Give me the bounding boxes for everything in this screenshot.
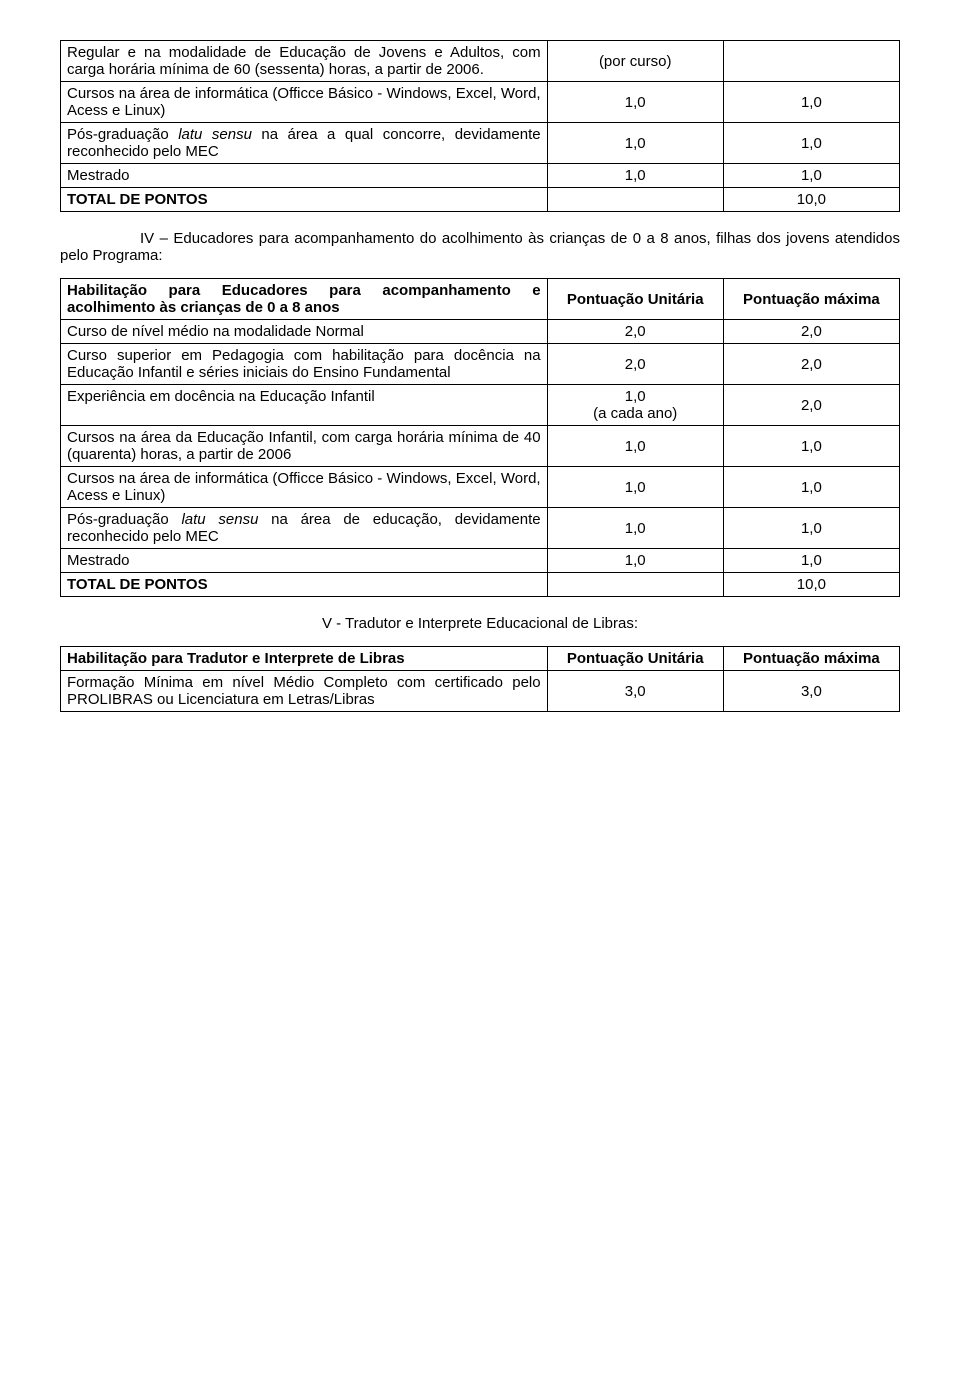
- text-run: Cursos na área de informática (Officce B…: [67, 470, 541, 504]
- table-row: Cursos na área de informática (Officce B…: [61, 467, 900, 508]
- row-points-unit: 3,0: [547, 671, 723, 712]
- row-points-max: 2,0: [723, 344, 899, 385]
- row-points-max: [723, 41, 899, 82]
- table-5-header-col1: Pontuação Unitária: [547, 647, 723, 671]
- table-5-header-row: Habilitação para Tradutor e Interprete d…: [61, 647, 900, 671]
- table-4-header-col1: Pontuação Unitária: [547, 279, 723, 320]
- row-points-unit: 1,0: [547, 549, 723, 573]
- row-points-unit: 2,0: [547, 320, 723, 344]
- row-points-max: 1,0: [723, 549, 899, 573]
- text-run: Curso de nível médio na modalidade Norma…: [67, 323, 364, 340]
- text-run: Mestrado: [67, 167, 130, 184]
- text-run: Formação Mínima em nível Médio Completo …: [67, 674, 541, 708]
- row-points-unit: 1,0: [547, 426, 723, 467]
- table-row: Curso superior em Pedagogia com habilita…: [61, 344, 900, 385]
- row-description: Curso de nível médio na modalidade Norma…: [61, 320, 548, 344]
- table-row: Curso de nível médio na modalidade Norma…: [61, 320, 900, 344]
- row-description: Cursos na área de informática (Officce B…: [61, 467, 548, 508]
- row-points-unit: 1,0 (a cada ano): [547, 385, 723, 426]
- row-points-max: 2,0: [723, 385, 899, 426]
- table-row: TOTAL DE PONTOS 10,0: [61, 573, 900, 597]
- row-description: TOTAL DE PONTOS: [61, 188, 548, 212]
- row-description: Pós-graduação latu sensu na área a qual …: [61, 123, 548, 164]
- text-run: Experiência em docência na Educação Infa…: [67, 388, 375, 405]
- row-points-max: 1,0: [723, 164, 899, 188]
- text-run: latu sensu: [178, 126, 252, 143]
- text-run: Pós-graduação: [67, 126, 178, 143]
- table-row: Cursos na área de informática (Officce B…: [61, 82, 900, 123]
- row-points-max: 1,0: [723, 426, 899, 467]
- row-description: Cursos na área da Educação Infantil, com…: [61, 426, 548, 467]
- row-points-max: 1,0: [723, 508, 899, 549]
- row-description: TOTAL DE PONTOS: [61, 573, 548, 597]
- row-points-max: 3,0: [723, 671, 899, 712]
- table-5-header-col0: Habilitação para Tradutor e Interprete d…: [61, 647, 548, 671]
- table-4-header-col2: Pontuação máxima: [723, 279, 899, 320]
- row-points-unit: (por curso): [547, 41, 723, 82]
- row-points-max: 1,0: [723, 123, 899, 164]
- row-description: Mestrado: [61, 549, 548, 573]
- row-description: Experiência em docência na Educação Infa…: [61, 385, 548, 426]
- table-row: Regular e na modalidade de Educação de J…: [61, 41, 900, 82]
- table-row: Cursos na área da Educação Infantil, com…: [61, 426, 900, 467]
- table-3-body: Regular e na modalidade de Educação de J…: [61, 41, 900, 212]
- table-section-5: Habilitação para Tradutor e Interprete d…: [60, 646, 900, 712]
- section-5-heading: V - Tradutor e Interprete Educacional de…: [60, 615, 900, 632]
- row-points-unit: 1,0: [547, 82, 723, 123]
- section-4-heading: IV – Educadores para acompanhamento do a…: [60, 230, 900, 264]
- text-run: latu sensu: [181, 511, 258, 528]
- text-run: Pós-graduação: [67, 511, 181, 528]
- row-points-unit: 2,0: [547, 344, 723, 385]
- row-points-unit: [547, 188, 723, 212]
- table-5-header-col2: Pontuação máxima: [723, 647, 899, 671]
- table-section-4: Habilitação para Educadores para acompan…: [60, 278, 900, 597]
- table-row: Pós-graduação latu sensu na área de educ…: [61, 508, 900, 549]
- table-row: Mestrado 1,01,0: [61, 549, 900, 573]
- table-4-header-row: Habilitação para Educadores para acompan…: [61, 279, 900, 320]
- row-description: Formação Mínima em nível Médio Completo …: [61, 671, 548, 712]
- row-points-max: 10,0: [723, 573, 899, 597]
- row-description: Curso superior em Pedagogia com habilita…: [61, 344, 548, 385]
- text-run: Mestrado: [67, 552, 130, 569]
- row-points-unit: 1,0: [547, 467, 723, 508]
- table-row: Formação Mínima em nível Médio Completo …: [61, 671, 900, 712]
- table-row: Mestrado 1,01,0: [61, 164, 900, 188]
- row-points-max: 2,0: [723, 320, 899, 344]
- text-run: TOTAL DE PONTOS: [67, 191, 208, 208]
- row-points-unit: 1,0: [547, 508, 723, 549]
- row-description: Mestrado: [61, 164, 548, 188]
- table-section-3: Regular e na modalidade de Educação de J…: [60, 40, 900, 212]
- table-5-body: Formação Mínima em nível Médio Completo …: [61, 671, 900, 712]
- text-run: Curso superior em Pedagogia com habilita…: [67, 347, 541, 381]
- table-row: Experiência em docência na Educação Infa…: [61, 385, 900, 426]
- row-points-unit: 1,0: [547, 123, 723, 164]
- row-description: Pós-graduação latu sensu na área de educ…: [61, 508, 548, 549]
- text-run: TOTAL DE PONTOS: [67, 576, 208, 593]
- table-4-header-col0: Habilitação para Educadores para acompan…: [61, 279, 548, 320]
- table-row: TOTAL DE PONTOS 10,0: [61, 188, 900, 212]
- table-4-body: Curso de nível médio na modalidade Norma…: [61, 320, 900, 597]
- text-run: Cursos na área de informática (Officce B…: [67, 85, 541, 119]
- row-points-unit: 1,0: [547, 164, 723, 188]
- text-run: Cursos na área da Educação Infantil, com…: [67, 429, 541, 463]
- table-row: Pós-graduação latu sensu na área a qual …: [61, 123, 900, 164]
- row-description: Regular e na modalidade de Educação de J…: [61, 41, 548, 82]
- row-description: Cursos na área de informática (Officce B…: [61, 82, 548, 123]
- row-points-max: 1,0: [723, 467, 899, 508]
- row-points-max: 1,0: [723, 82, 899, 123]
- row-points-unit: [547, 573, 723, 597]
- row-points-max: 10,0: [723, 188, 899, 212]
- text-run: Regular e na modalidade de Educação de J…: [67, 44, 541, 78]
